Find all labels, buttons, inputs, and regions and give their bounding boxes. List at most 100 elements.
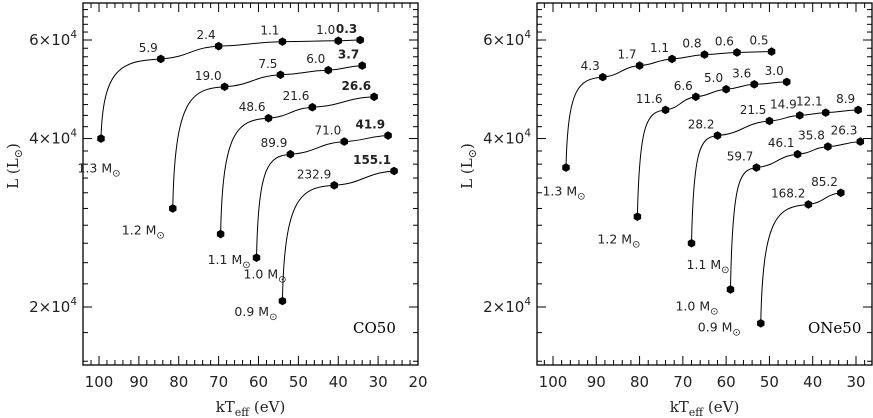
mass-label: 1.3 M⊙: [77, 161, 120, 180]
data-point: [220, 82, 229, 92]
mass-value: 1.0 M: [675, 298, 710, 313]
data-point: [796, 111, 804, 120]
mass-symbol: ⊙: [278, 275, 286, 286]
y-tick-exponent: 4: [524, 128, 531, 140]
data-point: [252, 253, 261, 262]
point-label: 155.1: [353, 153, 391, 167]
y-tick-exponent: 4: [70, 29, 77, 41]
y-tick-label: 4×104: [29, 128, 77, 148]
y-axis-label-sub: ⊙: [12, 149, 25, 158]
data-point: [783, 77, 791, 87]
series-track: [256, 135, 389, 258]
data-point: [750, 80, 758, 89]
data-point: [837, 188, 845, 198]
mass-symbol: ⊙: [732, 327, 740, 338]
mass-label: 1.1 M⊙: [208, 252, 251, 271]
x-axis-label-unit: (eV): [703, 398, 739, 416]
data-point: [276, 70, 285, 80]
point-label: 1.0: [316, 23, 335, 37]
data-point: [824, 142, 832, 151]
mass-value: 1.3 M: [542, 184, 577, 199]
y-tick-label: 4×104: [483, 128, 531, 148]
y-axis-label-close: ): [4, 143, 22, 149]
y-tick-label: 6×104: [29, 29, 77, 49]
x-tick-label: 90: [587, 373, 606, 391]
mass-value: 1.2 M: [597, 232, 632, 247]
y-tick-label: 2×104: [29, 296, 77, 316]
point-label: 46.1: [768, 136, 795, 150]
x-axis-label-sub: eff: [235, 406, 251, 418]
point-label: 3.6: [732, 66, 751, 80]
point-label: 1.1: [260, 24, 279, 38]
mass-value: 1.1 M: [687, 257, 722, 272]
y-axis-label-main: L (L: [4, 158, 22, 189]
mass-label: 0.9 M⊙: [234, 304, 277, 323]
mass-symbol: ⊙: [721, 265, 729, 276]
chart-panel-1: 100 90 80 70 60 50 40 30 202×1044×1046×104kTeff …: [4, 2, 428, 418]
mass-label: 1.0 M⊙: [244, 267, 287, 286]
y-tick-exponent: 4: [524, 29, 531, 41]
mass-symbol: ⊙: [156, 230, 164, 241]
y-tick-label: 6×104: [483, 29, 531, 49]
point-label: 11.6: [636, 92, 663, 106]
y-tick-label: 2×104: [483, 296, 531, 316]
series-1_3: 4.3 1.7 1.1 0.8 0.6 0.5 1.3 M⊙: [542, 34, 776, 203]
point-label: 6.0: [306, 52, 325, 66]
data-point: [330, 180, 338, 190]
series-1_2: 11.6 6.6 5.0 3.6 3.0 1.2 M⊙: [597, 64, 791, 251]
series-track: [172, 65, 363, 209]
y-axis-label: L (L⊙): [4, 143, 25, 189]
y-tick-mantissa: 2×10: [483, 298, 524, 316]
point-label: 14.9: [770, 97, 797, 111]
mass-symbol: ⊙: [242, 260, 250, 271]
data-point: [661, 105, 670, 115]
data-point: [216, 229, 225, 239]
point-label: 3.0: [765, 64, 784, 78]
point-label: 35.8: [798, 129, 825, 143]
mass-label: 1.3 M⊙: [542, 184, 585, 203]
point-label: 1.7: [617, 48, 636, 62]
data-point: [713, 131, 722, 140]
data-point: [635, 61, 644, 70]
data-point: [324, 65, 333, 75]
data-point: [856, 137, 865, 146]
series-1_0: 59.746.135.8 26.31.0 M⊙: [675, 124, 865, 317]
y-tick-exponent: 4: [70, 296, 77, 308]
data-point: [308, 102, 317, 112]
point-label: 21.6: [283, 89, 310, 103]
point-label: 5.0: [704, 71, 723, 85]
point-label: 89.9: [261, 136, 288, 150]
data-point: [767, 47, 776, 56]
data-point: [278, 37, 287, 46]
x-tick-label: 70: [673, 373, 692, 391]
data-point: [821, 108, 830, 117]
data-point: [384, 131, 392, 140]
series-1_0: 89.9 71.0 41.9 1.0 M⊙: [244, 118, 392, 286]
x-tick-label: 40: [803, 373, 822, 391]
data-point: [757, 319, 765, 328]
data-point: [214, 41, 223, 51]
data-point: [390, 166, 398, 176]
data-point: [97, 134, 105, 143]
mass-label: 1.2 M⊙: [122, 222, 165, 241]
x-axis-label-main: kT: [670, 398, 689, 416]
x-tick-label: 80: [630, 373, 649, 391]
point-label: 2.4: [197, 28, 216, 42]
model-label: ONe50: [808, 319, 861, 337]
point-label: 5.9: [139, 41, 158, 55]
mass-label: 1.0 M⊙: [675, 298, 718, 317]
x-axis-label-sub: eff: [689, 406, 705, 418]
mass-value: 0.9 M: [234, 304, 269, 319]
data-point: [700, 50, 709, 59]
plot-frame: [536, 2, 873, 366]
y-axis-label-main: L (L: [458, 158, 476, 189]
model-label: CO50: [353, 319, 396, 337]
point-label: 232.9: [297, 167, 331, 181]
mass-label: 1.1 M⊙: [687, 257, 730, 276]
x-tick-label: 60: [249, 373, 268, 391]
data-point: [668, 54, 676, 64]
x-tick-label: 30: [846, 373, 865, 391]
